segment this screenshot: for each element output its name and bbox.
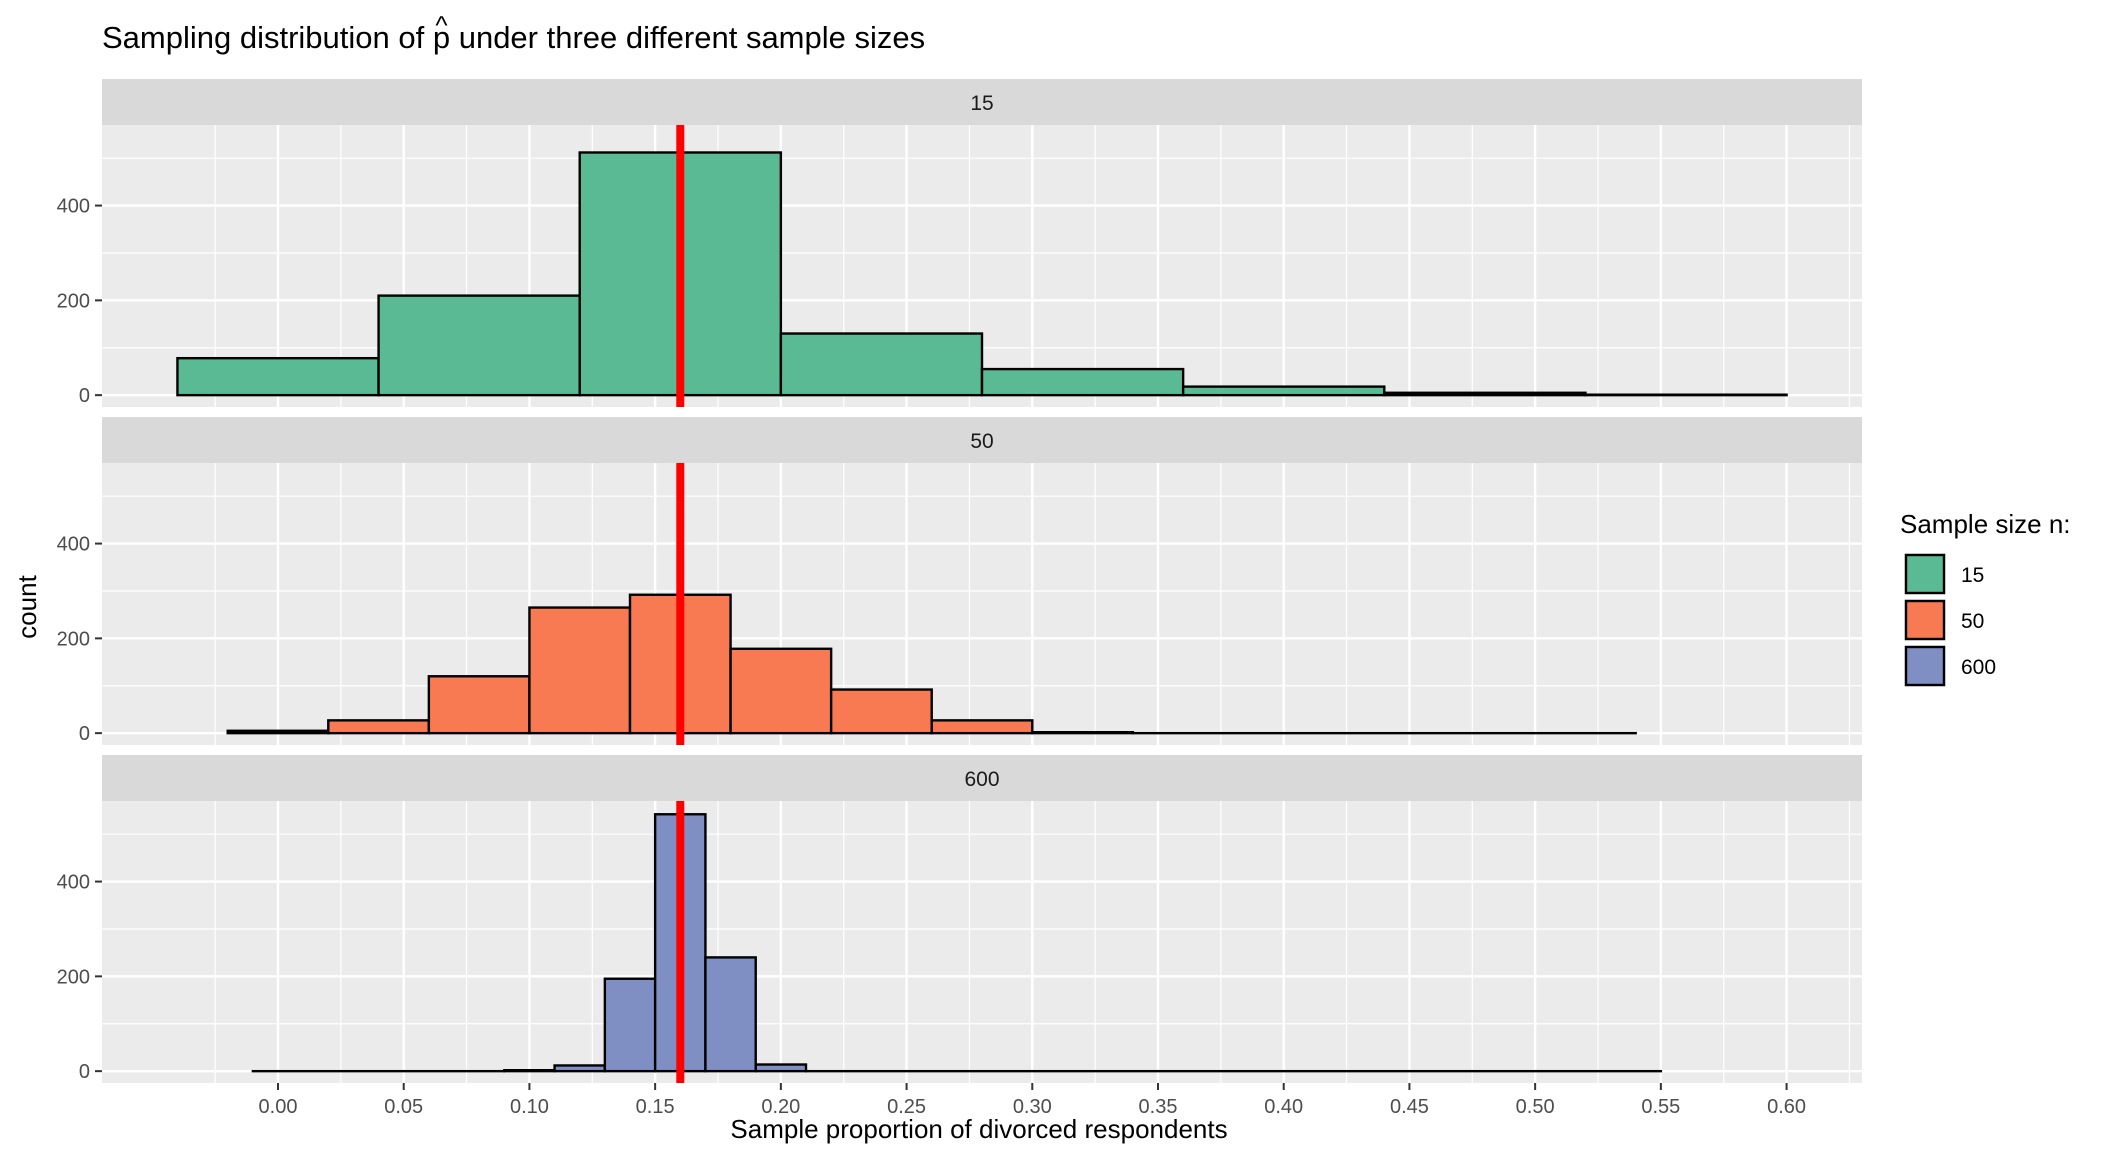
histogram-bar — [704, 956, 757, 1073]
x-tick-label: 0.50 — [1516, 1096, 1555, 1118]
x-tick-label: 0.35 — [1139, 1096, 1178, 1118]
histogram-bar — [980, 367, 1185, 397]
x-axis-label: Sample proportion of divorced respondent… — [730, 1114, 1227, 1144]
histogram-bar — [503, 1069, 556, 1073]
facet-panel-50: 50 0 200 400 — [57, 417, 1862, 745]
x-tick-label: 0.20 — [761, 1096, 800, 1118]
legend-label-50: 50 — [1961, 610, 1984, 633]
histogram-bar — [829, 688, 933, 735]
facet-strip-label: 50 — [970, 430, 993, 453]
y-tick-label: 0 — [79, 385, 90, 407]
x-tick-label: 0.15 — [636, 1096, 675, 1118]
x-tick-label: 0.05 — [384, 1096, 423, 1118]
histogram-bar — [603, 977, 657, 1073]
facet-strip — [102, 417, 1862, 463]
facet-panel-600: 600 0 200 400 — [57, 755, 1862, 1083]
histogram-bar — [754, 1063, 808, 1073]
y-tick-label: 200 — [57, 628, 90, 650]
facet-panel-15: 15 0 200 400 — [57, 79, 1862, 407]
y-tick-label: 400 — [57, 196, 90, 218]
y-tick-label: 200 — [57, 966, 90, 988]
x-axis: 0.00 0.05 0.10 0.15 0.20 0.25 0.30 0.35 0.40 0.45… — [259, 1083, 1806, 1118]
legend-label-600: 600 — [1961, 656, 1996, 679]
x-tick-label: 0.45 — [1390, 1096, 1429, 1118]
histogram-bar — [377, 294, 581, 397]
chart-title-p-hat: p — [433, 20, 450, 55]
histogram-bar — [327, 719, 431, 735]
y-tick-label: 400 — [57, 534, 90, 556]
histogram-bar — [1181, 385, 1386, 397]
x-tick-label: 0.10 — [510, 1096, 549, 1118]
histogram-bar — [553, 1064, 607, 1073]
legend: Sample size n: 15 50 600 — [1900, 509, 2071, 687]
facet-strip-label: 600 — [964, 768, 999, 791]
y-tick-label: 200 — [57, 290, 90, 312]
x-tick-label: 0.60 — [1767, 1096, 1806, 1118]
histogram-bar — [779, 332, 984, 397]
y-tick-label: 0 — [79, 723, 90, 745]
y-axis-label: count — [12, 574, 42, 638]
histogram-bar — [1383, 391, 1587, 397]
histogram-bar — [226, 729, 330, 735]
facet-strip — [102, 79, 1862, 125]
legend-label-15: 15 — [1961, 564, 1984, 587]
y-tick-label: 0 — [79, 1061, 90, 1083]
legend-swatch-600 — [1904, 645, 1946, 687]
histogram-bar — [729, 647, 833, 735]
histogram-bar — [528, 606, 632, 735]
chart-title-suffix: under three different sample sizes — [450, 20, 925, 55]
panel-background — [102, 463, 1862, 745]
histogram-bar — [930, 719, 1034, 735]
facet-panels: 15 0 200 400 50 0 200 400 600 0 200 400 — [57, 79, 1862, 1083]
legend-swatch-15 — [1904, 553, 1946, 595]
legend-swatch-50 — [1904, 599, 1946, 641]
chart-title-prefix: Sampling distribution of — [102, 20, 433, 55]
y-tick-label: 400 — [57, 872, 90, 894]
x-tick-label: 0.00 — [259, 1096, 298, 1118]
histogram-bar — [427, 675, 531, 735]
legend-title: Sample size n: — [1900, 509, 2071, 539]
facet-strip-label: 15 — [970, 92, 993, 115]
chart-title: Sampling distribution of p under three d… — [102, 20, 925, 55]
x-tick-label: 0.25 — [887, 1096, 926, 1118]
chart-title-hat: ^ — [435, 10, 448, 40]
facet-strip — [102, 755, 1862, 801]
histogram-bar — [176, 356, 380, 397]
panel-background — [102, 801, 1862, 1083]
x-tick-label: 0.40 — [1264, 1096, 1303, 1118]
x-tick-label: 0.30 — [1013, 1096, 1052, 1118]
histogram-bar — [1031, 731, 1135, 735]
x-tick-label: 0.55 — [1641, 1096, 1680, 1118]
